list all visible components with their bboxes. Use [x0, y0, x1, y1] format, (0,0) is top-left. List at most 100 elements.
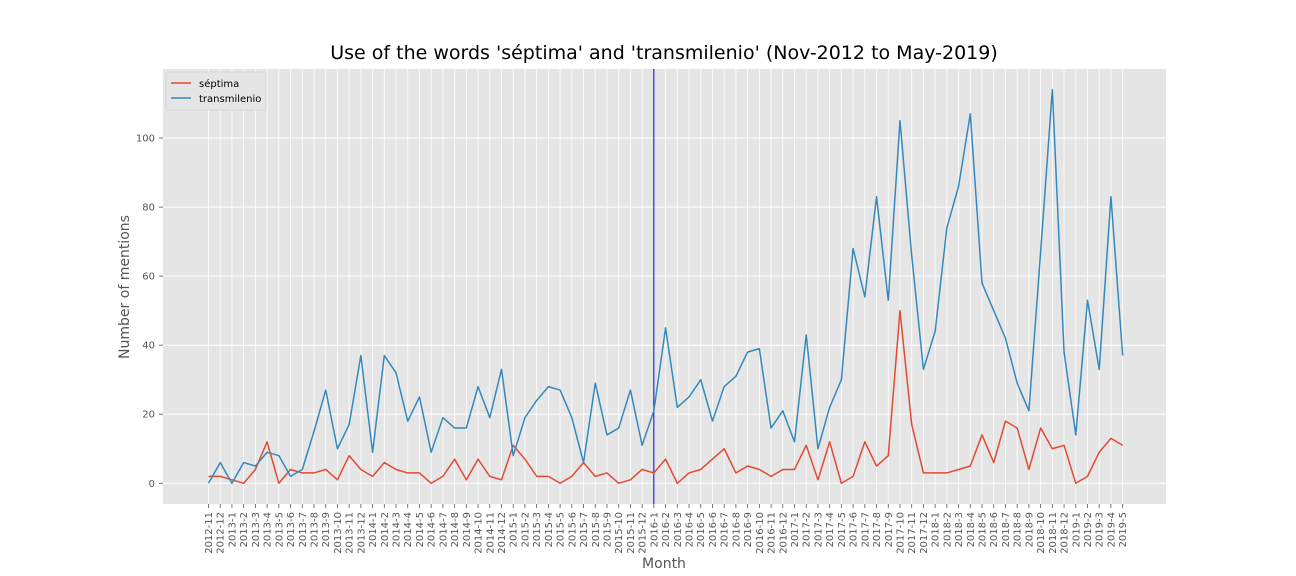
- x-tick-label: 2013-4: [263, 512, 274, 547]
- x-tick-label: 2014-10: [474, 512, 485, 554]
- x-tick-label: 2014-8: [450, 512, 461, 547]
- x-tick-label: 2017-9: [884, 512, 895, 547]
- x-tick-label: 2018-9: [1024, 512, 1035, 547]
- x-tick-label: 2019-5: [1118, 512, 1129, 547]
- x-tick-label: 2015-1: [509, 512, 520, 547]
- plot-background: [163, 69, 1166, 504]
- x-tick-label: 2018-1: [931, 512, 942, 547]
- x-tick-label: 2016-7: [720, 512, 731, 547]
- x-tick-label: 2018-7: [1001, 512, 1012, 547]
- x-tick-label: 2017-6: [849, 512, 860, 547]
- x-tick-label: 2018-12: [1060, 512, 1071, 554]
- x-tick-label: 2016-12: [778, 512, 789, 554]
- y-tick-label: 0: [149, 479, 155, 490]
- series-line-septima: [208, 309, 1124, 485]
- x-tick-label: 2017-1: [790, 512, 801, 547]
- x-tick-label: 2013-1: [227, 512, 238, 547]
- x-tick-label: 2016-3: [673, 512, 684, 547]
- x-tick-label: 2017-11: [907, 512, 918, 554]
- x-tick-label: 2014-6: [427, 512, 438, 547]
- x-tick-label: 2016-8: [731, 512, 742, 547]
- x-tick-label: 2013-9: [321, 512, 332, 547]
- x-tick-label: 2013-6: [286, 512, 297, 547]
- y-axis-label: Number of mentions: [117, 215, 133, 359]
- legend: séptima transmilenio: [165, 71, 267, 111]
- x-tick-label: 2018-5: [978, 512, 989, 547]
- x-tick-label: 2013-3: [251, 512, 262, 547]
- y-axis-ticks: 0 20 40 60 80 100: [136, 134, 163, 490]
- y-tick-label: 40: [142, 341, 155, 352]
- x-tick-label: 2013-5: [274, 512, 285, 547]
- x-tick-label: 2015-3: [532, 512, 543, 547]
- x-axis-ticks: 2012-11 2012-12 2013-1 2013-2 2013-3 2013-4 20…: [204, 504, 1129, 554]
- x-tick-label: 2015-11: [626, 512, 637, 554]
- x-tick-label: 2017-4: [825, 512, 836, 547]
- x-tick-label: 2014-3: [392, 512, 403, 547]
- x-tick-label: 2016-4: [685, 512, 696, 547]
- x-tick-label: 2016-9: [743, 512, 754, 547]
- y-tick-label: 100: [136, 134, 155, 145]
- x-tick-label: 2015-4: [544, 512, 555, 547]
- x-tick-label: 2016-1: [649, 512, 660, 547]
- x-tick-label: 2016-10: [755, 512, 766, 554]
- x-axis-label: Month: [642, 556, 686, 572]
- series-lines: [207, 88, 1124, 485]
- x-tick-label: 2015-8: [591, 512, 602, 547]
- x-tick-label: 2018-4: [966, 512, 977, 547]
- x-tick-label: 2012-11: [204, 512, 215, 554]
- x-tick-label: 2015-6: [567, 512, 578, 547]
- x-tick-label: 2013-8: [309, 512, 320, 547]
- x-tick-label: 2016-2: [661, 512, 672, 547]
- legend-box: [165, 71, 267, 111]
- x-tick-label: 2018-11: [1048, 512, 1059, 554]
- chart-title: Use of the words 'séptima' and 'transmil…: [330, 42, 998, 64]
- x-tick-label: 2019-1: [1071, 512, 1082, 547]
- x-tick-label: 2012-12: [216, 512, 227, 554]
- x-tick-label: 2017-2: [802, 512, 813, 547]
- y-tick-label: 20: [142, 410, 155, 421]
- x-tick-label: 2017-8: [872, 512, 883, 547]
- x-tick-label: 2015-10: [614, 512, 625, 554]
- x-tick-label: 2013-12: [356, 512, 367, 554]
- x-tick-label: 2018-6: [989, 512, 1000, 547]
- x-tick-label: 2015-2: [520, 512, 531, 547]
- x-tick-label: 2018-2: [942, 512, 953, 547]
- x-tick-label: 2013-11: [345, 512, 356, 554]
- x-tick-label: 2018-10: [1036, 512, 1047, 554]
- x-tick-label: 2016-5: [696, 512, 707, 547]
- x-tick-label: 2014-12: [497, 512, 508, 554]
- x-tick-label: 2014-7: [438, 512, 449, 547]
- x-tick-label: 2013-10: [333, 512, 344, 554]
- x-tick-label: 2017-7: [860, 512, 871, 547]
- x-tick-label: 2013-2: [239, 512, 250, 547]
- x-tick-label: 2019-3: [1095, 512, 1106, 547]
- x-tick-label: 2014-11: [485, 512, 496, 554]
- x-tick-label: 2019-2: [1083, 512, 1094, 547]
- x-tick-label: 2018-3: [954, 512, 965, 547]
- x-tick-label: 2014-4: [403, 512, 414, 547]
- x-tick-label: 2014-2: [380, 512, 391, 547]
- x-tick-label: 2017-10: [895, 512, 906, 554]
- x-tick-label: 2017-12: [919, 512, 930, 554]
- x-tick-label: 2017-3: [813, 512, 824, 547]
- x-tick-label: 2013-7: [298, 512, 309, 547]
- y-tick-label: 80: [142, 203, 155, 214]
- x-tick-label: 2017-5: [837, 512, 848, 547]
- legend-label-septima: séptima: [199, 78, 239, 90]
- x-tick-label: 2015-5: [556, 512, 567, 547]
- x-tick-label: 2018-8: [1013, 512, 1024, 547]
- x-tick-label: 2014-9: [462, 512, 473, 547]
- x-tick-label: 2015-12: [638, 512, 649, 554]
- x-tick-label: 2014-5: [415, 512, 426, 547]
- x-tick-label: 2015-7: [579, 512, 590, 547]
- series-line-transmilenio: [207, 88, 1124, 485]
- x-tick-label: 2014-1: [368, 512, 379, 547]
- legend-label-transmilenio: transmilenio: [199, 94, 261, 105]
- x-tick-label: 2016-11: [767, 512, 778, 554]
- grid-lines: [163, 69, 1166, 504]
- y-tick-label: 60: [142, 272, 155, 283]
- x-tick-label: 2016-6: [708, 512, 719, 547]
- x-tick-label: 2015-9: [602, 512, 613, 547]
